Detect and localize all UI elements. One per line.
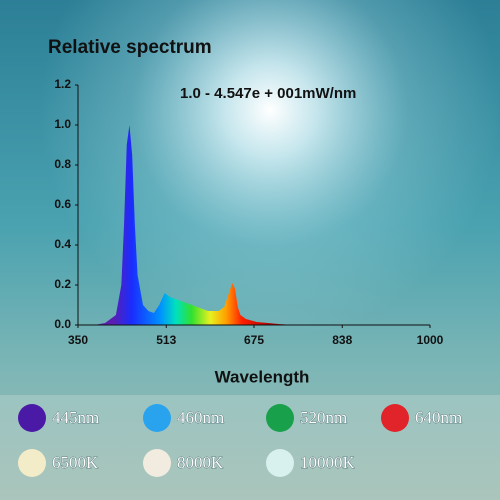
legend-label: 520nm xyxy=(300,408,347,427)
x-axis-label: Wavelength xyxy=(215,367,310,386)
legend-swatch xyxy=(143,449,171,477)
legend-label: 445nm xyxy=(52,408,99,427)
legend-label: 10000K xyxy=(300,453,356,472)
chart-title: Relative spectrum xyxy=(48,37,212,58)
legend-label: 460nm xyxy=(177,408,224,427)
legend-label: 8000K xyxy=(177,453,224,472)
y-tick-label: 0.2 xyxy=(54,277,71,291)
annotation: 1.0 - 4.547e + 001mW/nm xyxy=(180,85,356,102)
legend-swatch xyxy=(266,449,294,477)
legend-swatch xyxy=(266,404,294,432)
y-tick-label: 0.6 xyxy=(54,197,71,211)
x-tick-label: 838 xyxy=(332,333,352,347)
x-tick-label: 675 xyxy=(244,333,264,347)
legend-swatch xyxy=(18,449,46,477)
plot-area: 0.0 0.2 0.4 0.6 0.8 1.0 1.2 350 513 675 838 1000 xyxy=(54,77,443,347)
y-tick-label: 0.8 xyxy=(54,157,71,171)
x-tick-label: 513 xyxy=(156,333,176,347)
legend-swatch xyxy=(381,404,409,432)
legend-swatch xyxy=(18,404,46,432)
spectrum-area xyxy=(94,125,295,325)
y-tick-label: 0.4 xyxy=(54,237,71,251)
y-tick-label: 1.2 xyxy=(54,77,71,91)
legend: 445nm 460nm 520nm 640nm 6500K 8000K 10000K xyxy=(18,404,463,477)
legend-label: 6500K xyxy=(52,453,99,472)
legend-label: 640nm xyxy=(415,408,462,427)
y-tick-label: 1.0 xyxy=(54,117,71,131)
x-tick-label: 350 xyxy=(68,333,88,347)
seabed xyxy=(0,395,500,500)
x-tick-label: 1000 xyxy=(417,333,444,347)
legend-swatch xyxy=(143,404,171,432)
y-tick-label: 0.0 xyxy=(54,317,71,331)
